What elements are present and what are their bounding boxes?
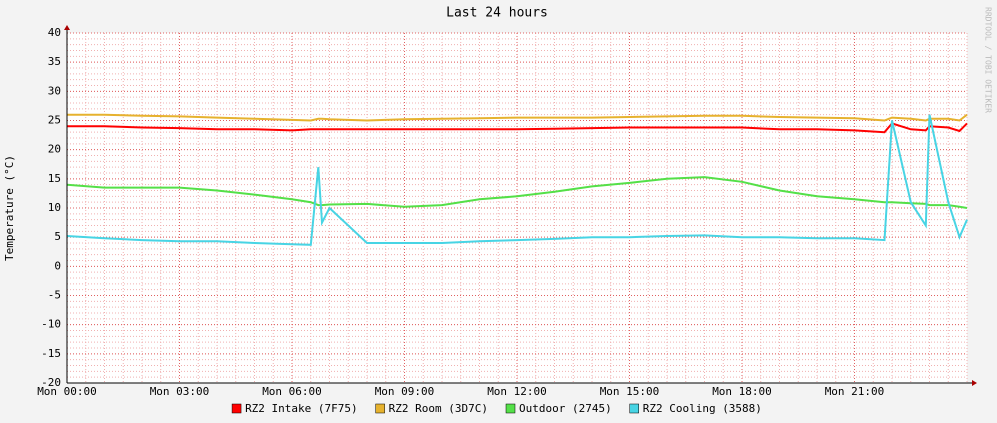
x-tick-label: Mon 09:00 xyxy=(375,385,435,398)
legend-item: RZ2 Cooling (3588) xyxy=(629,402,762,415)
y-arrow xyxy=(64,25,70,30)
series-line xyxy=(67,113,968,122)
y-tick-label: -10 xyxy=(41,318,61,331)
legend-label: RZ2 Room (3D7C) xyxy=(389,402,488,415)
x-tick-label: Mon 06:00 xyxy=(262,385,322,398)
y-tick-label: 5 xyxy=(54,230,61,243)
y-tick-label: 25 xyxy=(48,114,61,127)
legend-item: RZ2 Intake (7F75) xyxy=(231,402,358,415)
y-axis-label: Temperature (°C) xyxy=(3,155,16,261)
x-arrow xyxy=(972,380,977,386)
series-line xyxy=(67,122,968,134)
y-tick-label: -15 xyxy=(41,347,61,360)
y-tick-label: 10 xyxy=(48,201,61,214)
y-tick-label: -5 xyxy=(48,289,61,302)
x-tick-label: Mon 12:00 xyxy=(487,385,547,398)
y-tick-label: 0 xyxy=(54,259,61,272)
legend-swatch xyxy=(505,403,516,414)
y-tick-label: 35 xyxy=(48,55,61,68)
y-tick-label: 15 xyxy=(48,172,61,185)
legend-swatch xyxy=(231,403,242,414)
y-tick-label: 40 xyxy=(48,26,61,39)
legend-label: Outdoor (2745) xyxy=(519,402,612,415)
chart-title: Last 24 hours xyxy=(446,6,548,21)
series-line xyxy=(66,114,968,246)
legend-label: RZ2 Intake (7F75) xyxy=(245,402,358,415)
y-tick-label: 20 xyxy=(48,143,61,156)
legend-item: RZ2 Room (3D7C) xyxy=(375,402,488,415)
grid xyxy=(66,32,968,384)
legend-swatch xyxy=(375,403,385,414)
legend-label: RZ2 Cooling (3588) xyxy=(643,402,762,415)
x-tick-label: Mon 18:00 xyxy=(712,385,772,398)
x-tick-label: Mon 15:00 xyxy=(600,385,660,398)
x-tick-label: Mon 03:00 xyxy=(150,385,210,398)
series-line xyxy=(66,176,968,209)
legend-item: Outdoor (2745) xyxy=(505,402,612,415)
legend: RZ2 Intake (7F75) RZ2 Room (3D7C) Outdoor … xyxy=(231,402,762,415)
lines xyxy=(66,113,968,246)
legend-swatch xyxy=(629,403,639,414)
watermark: RRDTOOL / TOBI OETIKER xyxy=(984,7,993,113)
x-tick-label: Mon 21:00 xyxy=(825,385,885,398)
y-tick-label: 30 xyxy=(48,84,61,97)
y-tick-label: -20 xyxy=(41,376,61,389)
x-tick-label: Mon 00:00 xyxy=(37,385,97,398)
